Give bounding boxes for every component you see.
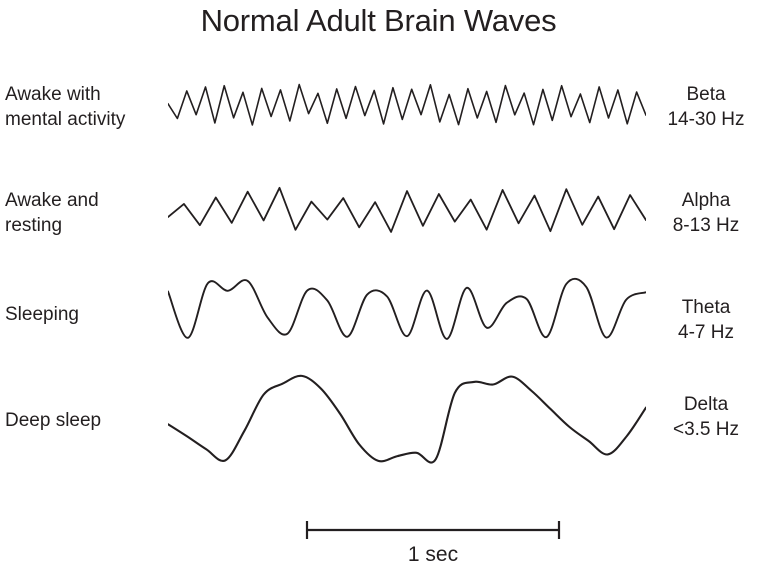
band-frequency: 4-7 Hz bbox=[678, 322, 734, 343]
waveform-delta bbox=[168, 374, 646, 464]
band-name: Delta bbox=[683, 394, 729, 415]
scale-bar-caption: 1 sec bbox=[407, 543, 459, 566]
waveform-path-theta bbox=[168, 277, 646, 340]
state-label-line1: Awake with bbox=[5, 84, 101, 105]
state-label-beta: Awake with mental activity bbox=[5, 82, 165, 132]
waveform-path-alpha bbox=[168, 186, 646, 233]
band-name: Beta bbox=[686, 84, 726, 105]
waveform-beta bbox=[168, 83, 646, 126]
time-scale-bar bbox=[305, 521, 561, 539]
state-label-line1: Awake and bbox=[5, 190, 99, 211]
state-label-line1: Deep sleep bbox=[5, 410, 102, 431]
band-label-theta: Theta 4-7 Hz bbox=[655, 295, 757, 345]
band-label-beta: Beta 14-30 Hz bbox=[655, 82, 757, 132]
page-title: Normal Adult Brain Waves bbox=[200, 3, 557, 38]
state-label-theta: Sleeping bbox=[5, 302, 165, 327]
waveform-alpha bbox=[168, 186, 646, 233]
state-label-delta: Deep sleep bbox=[5, 408, 165, 433]
band-frequency: 8-13 Hz bbox=[672, 215, 740, 236]
state-label-line1: Sleeping bbox=[5, 304, 79, 325]
waveform-path-delta bbox=[168, 374, 646, 464]
state-label-alpha: Awake and resting bbox=[5, 188, 165, 238]
band-name: Alpha bbox=[681, 190, 731, 211]
waveform-theta bbox=[168, 277, 646, 340]
state-label-line2: resting bbox=[5, 215, 63, 236]
band-label-delta: Delta <3.5 Hz bbox=[655, 392, 757, 442]
band-frequency: 14-30 Hz bbox=[667, 109, 745, 130]
waveform-path-beta bbox=[168, 83, 646, 126]
band-label-alpha: Alpha 8-13 Hz bbox=[655, 188, 757, 238]
band-frequency: <3.5 Hz bbox=[672, 419, 739, 440]
state-label-line2: mental activity bbox=[5, 109, 126, 130]
band-name: Theta bbox=[681, 297, 731, 318]
